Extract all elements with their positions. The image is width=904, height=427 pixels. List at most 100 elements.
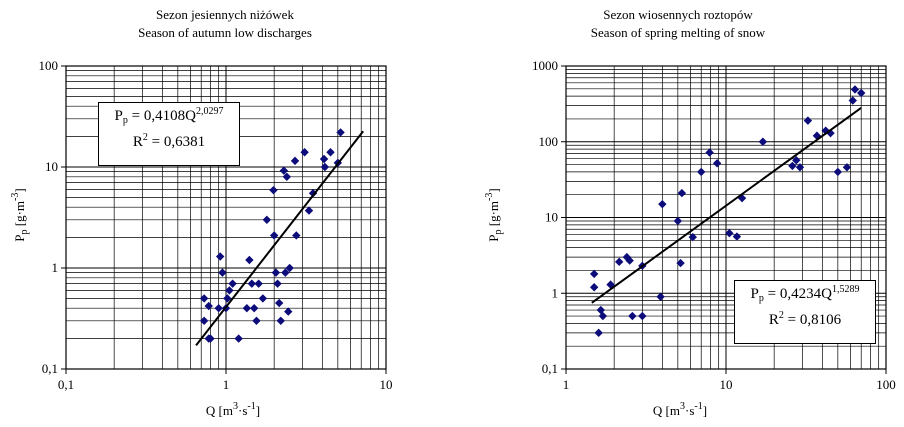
trendline	[591, 107, 862, 304]
data-point	[625, 256, 634, 265]
data-point	[285, 263, 294, 273]
data-point	[336, 128, 345, 137]
data-point	[598, 311, 608, 321]
data-point	[712, 159, 722, 168]
chart-plot-autumn: 0,1 1 10 0,1 1 10 100	[39, 58, 393, 392]
data-point	[319, 154, 329, 164]
data-point	[276, 316, 285, 326]
y-tick-label: 1	[52, 260, 59, 275]
data-point	[274, 298, 284, 308]
x-tick-label: 0,1	[58, 377, 74, 392]
y-tick-label: 100	[539, 134, 559, 149]
data-point	[225, 286, 234, 295]
data-point	[252, 316, 261, 326]
data-point	[848, 96, 857, 105]
data-point	[204, 301, 213, 311]
x-tick-label: 10	[720, 377, 733, 392]
chart-panel-spring: Sezon wiosennych roztopów Season of spri…	[452, 0, 904, 427]
r-squared-text: R2 = 0,8106	[768, 310, 842, 329]
data-point	[214, 303, 223, 313]
data-point	[792, 156, 801, 165]
x-axis-label: Q [m3·s-1]	[652, 401, 708, 419]
data-point	[857, 88, 866, 98]
x-tick-label: 1	[223, 377, 230, 392]
x-tick-label: 10	[380, 377, 393, 392]
data-point	[282, 172, 292, 181]
data-point	[803, 116, 813, 125]
y-tick-label: 10	[545, 210, 558, 225]
data-point	[788, 161, 797, 171]
data-point	[300, 148, 309, 157]
data-point	[228, 279, 237, 288]
data-point	[206, 334, 215, 343]
data-point	[833, 167, 843, 177]
y-axis-label: Pp [g·m-3]	[10, 188, 30, 242]
data-point	[269, 185, 278, 195]
data-points	[199, 128, 345, 343]
data-point	[242, 303, 252, 313]
data-point	[677, 188, 687, 198]
chart-subtitle: Season of autumn low discharges	[138, 25, 312, 40]
data-point	[614, 257, 624, 267]
data-point	[216, 252, 225, 261]
y-tick-label: 1000	[532, 58, 558, 73]
y-axis-label: Pp [g·m-3]	[484, 188, 504, 242]
data-point	[279, 166, 289, 175]
data-point	[262, 215, 272, 225]
data-point	[850, 85, 860, 94]
chart-title: Sezon wiosennych roztopów	[603, 7, 753, 22]
data-point	[638, 311, 647, 321]
data-point	[326, 148, 335, 157]
chart-subtitle: Season of spring melting of snow	[590, 25, 766, 40]
trendline	[195, 130, 364, 346]
data-point	[281, 268, 290, 277]
data-point	[258, 294, 268, 303]
y-tick-label: 10	[45, 159, 58, 174]
data-point	[732, 232, 742, 241]
x-tick-label: 100	[876, 377, 896, 392]
data-point	[725, 229, 734, 238]
chart-panel-autumn: Sezon jesiennych niżówek Season of autum…	[0, 0, 450, 427]
r-squared-text: R2 = 0,6381	[132, 132, 206, 151]
data-point	[249, 303, 259, 313]
x-axis-label: Q [m3·s-1]	[205, 401, 261, 419]
data-point	[199, 294, 209, 303]
data-point	[292, 231, 301, 240]
data-point	[273, 279, 282, 288]
data-point	[628, 311, 637, 321]
data-point	[290, 156, 300, 166]
data-point	[673, 216, 683, 226]
data-point	[304, 206, 314, 215]
y-tick-label: 100	[39, 58, 59, 73]
data-point	[223, 294, 232, 303]
data-point	[199, 316, 209, 326]
data-point	[656, 292, 665, 301]
data-point	[705, 148, 714, 157]
chart-title: Sezon jesiennych niżówek	[156, 7, 294, 22]
data-point	[589, 283, 599, 292]
data-point	[254, 279, 263, 288]
y-tick-label: 0,1	[42, 361, 58, 376]
equation-text: Pp = 0,4108Q2,0297	[114, 106, 224, 126]
data-point	[594, 328, 603, 338]
data-point	[284, 307, 293, 316]
data-point	[234, 334, 243, 343]
data-point	[245, 255, 254, 265]
equation-text: Pp = 0,4234Q1,5289	[750, 284, 860, 304]
equation-box: Pp = 0,4234Q1,5289 R2 = 0,8106	[734, 280, 876, 344]
data-point	[218, 268, 227, 277]
data-point	[758, 137, 768, 146]
chart-plot-spring: 1 10 100 0,1 1 10 100 1000	[532, 58, 896, 392]
data-point	[320, 162, 330, 172]
data-point	[271, 268, 281, 277]
data-point	[247, 279, 257, 288]
data-point	[269, 231, 279, 240]
data-point	[589, 269, 599, 279]
x-tick-label: 1	[563, 377, 570, 392]
data-point	[697, 167, 706, 177]
y-tick-label: 0,1	[542, 361, 558, 376]
data-point	[308, 189, 318, 198]
y-tick-label: 1	[552, 285, 559, 300]
equation-box: Pp = 0,4108Q2,0297 R2 = 0,6381	[98, 102, 240, 166]
data-point	[658, 199, 667, 209]
